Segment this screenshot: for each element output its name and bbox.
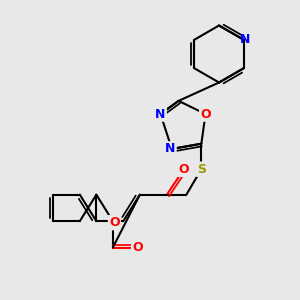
Text: N: N <box>155 107 166 121</box>
Text: N: N <box>240 33 250 46</box>
Text: O: O <box>132 241 143 254</box>
Text: S: S <box>197 163 206 176</box>
Text: O: O <box>200 107 211 121</box>
Text: O: O <box>178 163 189 176</box>
Text: O: O <box>109 216 120 229</box>
Text: N: N <box>165 142 175 155</box>
